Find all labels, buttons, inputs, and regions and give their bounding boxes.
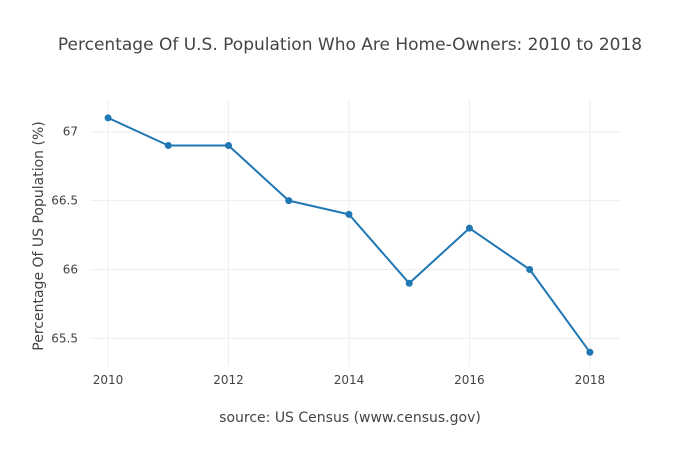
x-axis-title: source: US Census (www.census.gov) <box>219 410 481 426</box>
tick-labels: 2010 2012 2014 2016 2018 65.5 66 66.5 67 <box>51 125 605 387</box>
data-point[interactable] <box>465 224 473 232</box>
x-tick-label: 2012 <box>213 373 244 387</box>
y-tick-label: 66.5 <box>51 194 78 208</box>
data-point[interactable] <box>285 197 293 205</box>
x-tick-label: 2018 <box>575 373 606 387</box>
data-point[interactable] <box>586 348 594 356</box>
y-tick-label: 66 <box>63 263 78 277</box>
data-point[interactable] <box>164 141 172 149</box>
y-tick-label: 65.5 <box>51 331 78 345</box>
data-point[interactable] <box>526 266 534 274</box>
chart-title: Percentage Of U.S. Population Who Are Ho… <box>58 35 642 55</box>
data-point[interactable] <box>345 210 353 218</box>
series-layer <box>104 114 594 356</box>
x-tick-label: 2016 <box>454 373 485 387</box>
data-point[interactable] <box>405 279 413 287</box>
data-point[interactable] <box>104 114 112 122</box>
grid <box>90 100 620 366</box>
x-tick-label: 2014 <box>334 373 365 387</box>
y-axis-title: Percentage Of US Population (%) <box>31 121 47 350</box>
y-tick-label: 67 <box>63 125 78 139</box>
x-tick-label: 2010 <box>93 373 124 387</box>
data-point[interactable] <box>225 141 233 149</box>
